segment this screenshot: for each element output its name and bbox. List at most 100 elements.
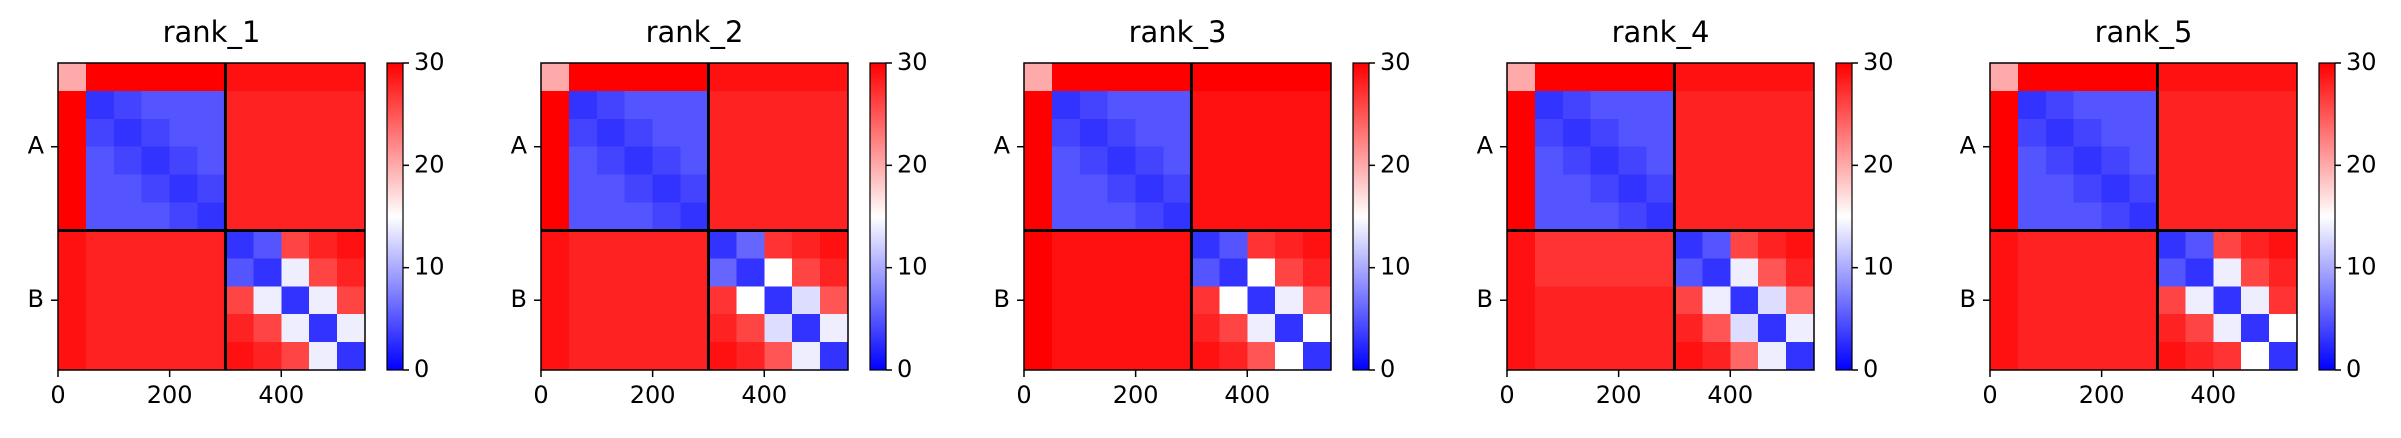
heatmap-cell: [624, 342, 653, 370]
heatmap-cell: [225, 146, 254, 175]
heatmap-cell: [652, 202, 681, 231]
heatmap-cell: [1702, 342, 1731, 370]
heatmap-cell: [2213, 230, 2242, 259]
heatmap-cell: [541, 230, 569, 259]
heatmap-cell: [253, 118, 282, 147]
colorbar: [869, 62, 887, 371]
heatmap-cell: [197, 342, 226, 370]
heatmap-cell: [113, 286, 142, 315]
heatmap-cell: [85, 118, 114, 147]
heatmap-cell: [169, 286, 198, 315]
heatmap-cell: [736, 230, 765, 259]
heatmap-cell: [568, 230, 597, 259]
heatmap-cell: [1990, 63, 2018, 91]
heatmap-cell: [624, 258, 653, 287]
heatmap-cell: [764, 286, 793, 315]
heatmap-cell: [1024, 118, 1052, 147]
heatmap-cell: [197, 146, 226, 175]
heatmap-cell: [820, 342, 848, 370]
heatmap-cell: [652, 314, 681, 343]
heatmap-cell: [309, 314, 338, 343]
heatmap-cell: [680, 286, 709, 315]
heatmap-cell: [2073, 146, 2102, 175]
heatmap-cell: [1990, 314, 2018, 343]
heatmap-cell: [1590, 63, 1619, 91]
heatmap-cell: [1191, 314, 1220, 343]
heatmap-cell: [58, 286, 86, 315]
heatmap-cell: [708, 258, 737, 287]
heatmap-cell: [337, 118, 365, 147]
heatmap-cell: [2213, 63, 2242, 91]
heatmap-cell: [2045, 118, 2074, 147]
heatmap-cell: [85, 286, 114, 315]
heatmap-cell: [2185, 342, 2214, 370]
heatmap-cell: [596, 230, 625, 259]
heatmap-cell: [1024, 146, 1052, 175]
heatmap-cell: [820, 258, 848, 287]
heatmap-cell: [169, 230, 198, 259]
heatmap-cell: [2073, 63, 2102, 91]
heatmap-cell: [2185, 63, 2214, 91]
y-tick-label: B: [511, 285, 527, 313]
heatmap-cell: [1758, 314, 1787, 343]
heatmap-cell: [1079, 314, 1108, 343]
colorbar-tick-label: 30: [1380, 48, 1411, 76]
heatmap-cell: [1758, 90, 1787, 119]
heatmap-cell: [2017, 63, 2046, 91]
heatmap-cell: [2241, 258, 2270, 287]
heatmap-cell: [1219, 230, 1248, 259]
heatmap-cell: [1786, 146, 1814, 175]
heatmap-cell: [1303, 342, 1331, 370]
heatmap-cell: [1024, 342, 1052, 370]
x-tick-label: 400: [741, 381, 787, 409]
heatmap-cell: [1562, 118, 1591, 147]
heatmap-cell: [1646, 230, 1675, 259]
heatmap-cell: [596, 63, 625, 91]
heatmap-cell: [1507, 174, 1535, 203]
heatmap-cell: [1534, 118, 1563, 147]
heatmap-cell: [680, 63, 709, 91]
colorbar-tick-label: 20: [2346, 150, 2377, 178]
heatmap-cell: [2185, 118, 2214, 147]
heatmap-cell: [309, 202, 338, 231]
heatmap-cell: [2213, 118, 2242, 147]
heatmap-cell: [2213, 174, 2242, 203]
heatmap-cell: [1618, 202, 1647, 231]
heatmap-cell: [113, 314, 142, 343]
heatmap-cell: [2157, 230, 2186, 259]
heatmap-cell: [708, 314, 737, 343]
heatmap-cell: [2269, 174, 2297, 203]
heatmap-cell: [337, 314, 365, 343]
heatmap-cell: [169, 146, 198, 175]
colorbar: [1352, 62, 1370, 371]
heatmap-cell: [2101, 174, 2130, 203]
heatmap-cell: [764, 146, 793, 175]
heatmap-cell: [764, 63, 793, 91]
heatmap-cell: [1024, 174, 1052, 203]
heatmap-cell: [1646, 202, 1675, 231]
heatmap-cell: [1163, 174, 1192, 203]
heatmap-cell: [624, 314, 653, 343]
heatmap-cell: [652, 286, 681, 315]
heatmap-cell: [736, 314, 765, 343]
heatmap-cell: [1674, 202, 1703, 231]
heatmap-cell: [1507, 342, 1535, 370]
heatmap-cell: [1303, 63, 1331, 91]
heatmap-cell: [1562, 230, 1591, 259]
heatmap-cell: [1534, 230, 1563, 259]
heatmap-cell: [1562, 146, 1591, 175]
heatmap-cell: [281, 230, 310, 259]
heatmap-cell: [2269, 286, 2297, 315]
heatmap-cell: [652, 90, 681, 119]
heatmap-cell: [1507, 63, 1535, 91]
heatmap-cell: [680, 314, 709, 343]
heatmap-cell: [113, 90, 142, 119]
heatmap-cell: [1107, 286, 1136, 315]
heatmap-cell: [1135, 118, 1164, 147]
heatmap-cell: [141, 146, 170, 175]
heatmap-cell: [337, 286, 365, 315]
heatmap-cell: [1219, 118, 1248, 147]
heatmap-cell: [281, 90, 310, 119]
colorbar-tick-label: 10: [1863, 253, 1894, 281]
heatmap-cell: [281, 202, 310, 231]
